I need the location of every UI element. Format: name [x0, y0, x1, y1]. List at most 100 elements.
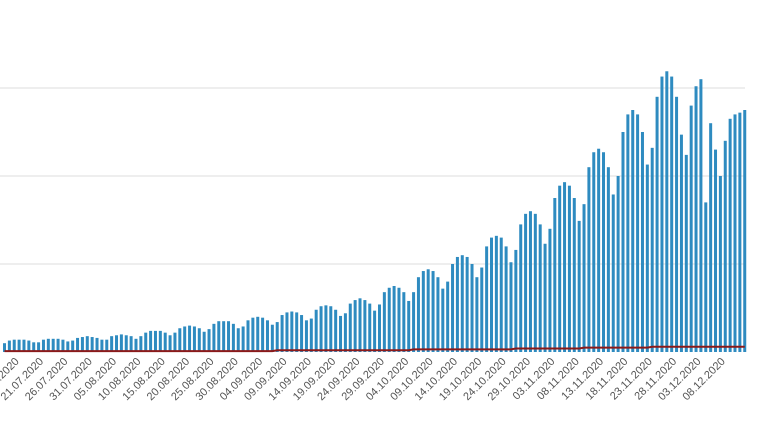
bar — [329, 306, 333, 352]
bar — [285, 312, 289, 352]
bar — [626, 114, 630, 353]
bar — [636, 114, 640, 353]
bar — [37, 342, 41, 352]
bar — [358, 298, 362, 352]
bar — [412, 292, 416, 352]
bar — [192, 326, 196, 352]
bar — [66, 341, 70, 352]
bar — [485, 246, 489, 352]
bar — [153, 330, 157, 352]
bar — [602, 152, 606, 352]
bar — [309, 318, 313, 352]
bar — [606, 167, 610, 352]
bar — [256, 316, 260, 352]
bar — [718, 176, 722, 352]
bar — [368, 303, 372, 352]
bar — [22, 339, 26, 352]
bar — [343, 313, 347, 352]
bar — [373, 310, 377, 352]
bar — [592, 152, 596, 352]
bar — [509, 262, 513, 352]
bar — [524, 213, 528, 352]
bar — [217, 321, 221, 352]
bar — [611, 194, 615, 352]
bar — [675, 96, 679, 352]
bar — [353, 300, 357, 352]
bar — [714, 149, 718, 352]
bar — [397, 287, 401, 352]
bar — [631, 110, 635, 352]
bar — [227, 321, 231, 352]
bar — [51, 338, 55, 352]
bar — [723, 140, 727, 352]
bar — [402, 292, 406, 352]
bar — [339, 315, 343, 352]
bar — [32, 342, 36, 352]
bar — [304, 320, 308, 352]
bar — [621, 132, 625, 352]
line — [4, 345, 745, 353]
bar — [100, 339, 104, 352]
bar — [377, 304, 381, 352]
bar — [538, 224, 542, 352]
bar — [334, 309, 338, 352]
bar — [202, 331, 206, 352]
bar — [363, 300, 367, 352]
bar — [421, 271, 425, 352]
bar — [441, 288, 445, 352]
bar — [689, 105, 693, 352]
bar — [533, 213, 537, 352]
bar — [660, 76, 664, 352]
bar — [567, 185, 571, 352]
bar — [56, 338, 60, 352]
bar — [616, 176, 620, 352]
bar — [451, 264, 455, 352]
bar — [183, 326, 187, 352]
bar — [46, 338, 50, 352]
bar — [650, 147, 654, 352]
bar — [460, 255, 464, 352]
bar — [129, 336, 133, 352]
bar — [563, 182, 567, 352]
bar — [319, 306, 323, 352]
bar — [382, 292, 386, 352]
bar — [431, 271, 435, 352]
bar — [71, 340, 75, 352]
bar — [207, 329, 211, 352]
bar — [743, 110, 747, 352]
bar — [261, 317, 265, 352]
bar — [582, 204, 586, 352]
bar — [144, 332, 148, 352]
bar — [679, 134, 683, 352]
bar — [17, 339, 21, 352]
bar — [212, 323, 216, 352]
bar — [694, 86, 698, 353]
bar — [290, 311, 294, 352]
bar — [455, 256, 459, 352]
bar — [699, 79, 703, 352]
bar — [95, 337, 99, 352]
bar — [280, 315, 284, 352]
bar — [587, 167, 591, 352]
bar — [387, 287, 391, 352]
bar — [704, 202, 708, 352]
bar — [222, 321, 226, 352]
bar — [324, 305, 328, 352]
bar — [709, 123, 713, 352]
bar — [494, 235, 498, 352]
bar — [558, 185, 562, 352]
bar — [738, 112, 742, 352]
bar — [188, 325, 192, 352]
bar — [197, 328, 201, 352]
bar — [61, 339, 65, 352]
bar — [3, 343, 6, 352]
bar — [426, 269, 430, 352]
bar — [80, 337, 84, 352]
bar — [670, 76, 674, 352]
bar — [251, 317, 255, 352]
bar — [139, 336, 143, 352]
bar — [348, 303, 352, 352]
bar — [572, 198, 576, 352]
